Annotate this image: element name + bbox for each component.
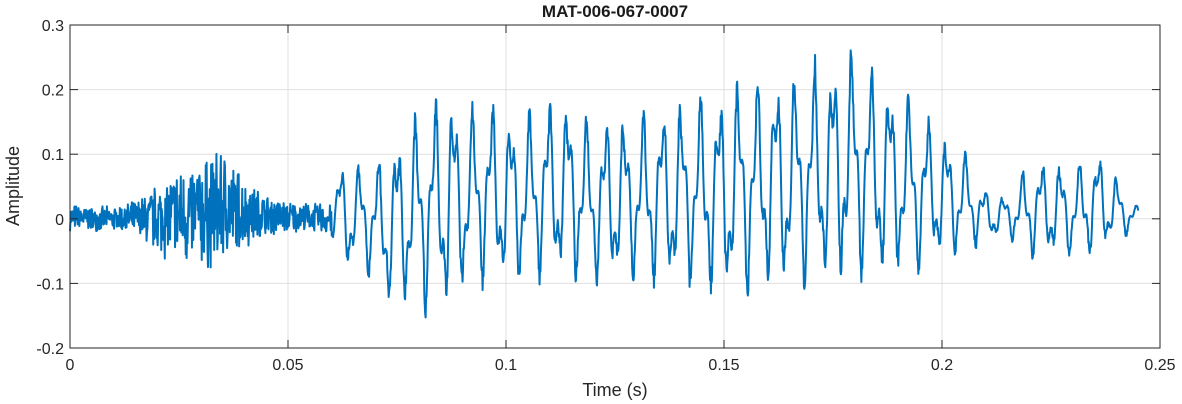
x-tick-labels: 0 0.05 0.1 0.15 0.2 0.25: [66, 357, 1176, 374]
y-tick-labels: -0.2 -0.1 0 0.1 0.2 0.3: [36, 18, 64, 358]
y-tick-label: -0.2: [36, 341, 64, 358]
y-tick-label: 0: [55, 212, 64, 229]
x-tick-label: 0.1: [495, 357, 517, 374]
series-layer: [69, 49, 1140, 319]
waveform-line: [69, 49, 1140, 319]
y-tick-label: -0.1: [36, 276, 64, 293]
y-tick-label: 0.3: [42, 18, 64, 35]
tick-marks: [69, 24, 1161, 349]
y-axis-label: Amplitude: [3, 146, 23, 226]
x-tick-label: 0.25: [1144, 357, 1175, 374]
x-tick-label: 0.05: [272, 357, 303, 374]
chart-title: MAT-006-067-0007: [542, 2, 688, 21]
axes-box: [69, 24, 1161, 349]
x-axis-label: Time (s): [582, 380, 647, 400]
x-tick-label: 0.2: [931, 357, 953, 374]
y-tick-label: 0.1: [42, 147, 64, 164]
plot-area: [70, 25, 1160, 348]
x-tick-label: 0.15: [708, 357, 739, 374]
x-tick-label: 0: [66, 357, 75, 374]
y-tick-label: 0.2: [42, 83, 64, 100]
